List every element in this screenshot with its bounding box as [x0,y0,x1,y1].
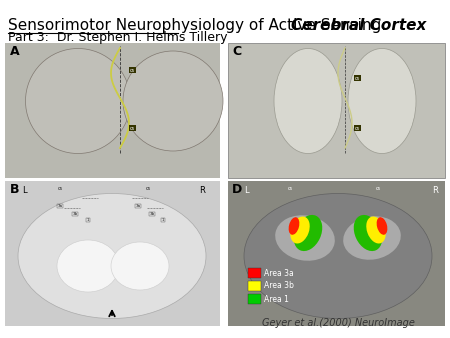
Bar [228,43,445,178]
Ellipse shape [275,215,335,261]
Text: L: L [244,186,248,195]
Ellipse shape [294,215,322,251]
Text: cs: cs [130,68,135,72]
Bar [248,281,261,291]
Ellipse shape [343,216,401,260]
Text: B: B [10,183,19,196]
Text: Area 3a: Area 3a [264,268,294,277]
Text: 3a: 3a [58,204,63,208]
Ellipse shape [274,48,342,153]
Text: Area 1: Area 1 [264,294,289,304]
Text: Area 3b: Area 3b [264,282,294,290]
Text: A: A [10,45,20,58]
Ellipse shape [244,193,432,318]
Bar [248,268,261,278]
Ellipse shape [377,217,387,235]
Text: 1: 1 [87,218,89,222]
Text: 3b: 3b [149,212,155,216]
Bar [5,43,220,178]
Text: cs: cs [375,186,381,191]
Ellipse shape [123,51,223,151]
Text: C: C [232,45,241,58]
Ellipse shape [366,216,386,243]
Text: D: D [232,183,242,196]
Text: cs: cs [355,125,360,130]
Ellipse shape [18,193,206,318]
Text: cs: cs [130,125,135,130]
Ellipse shape [290,216,310,243]
Text: L: L [22,186,27,195]
Bar [248,294,261,304]
Ellipse shape [111,242,169,290]
Text: Sensorimotor Neurophysiology of Active Sensing:: Sensorimotor Neurophysiology of Active S… [8,18,391,33]
Ellipse shape [57,240,119,292]
Text: R: R [199,186,205,195]
Text: cs: cs [288,186,292,191]
Text: Cerebral Cortex: Cerebral Cortex [291,18,427,33]
Text: cs: cs [145,186,151,191]
Text: 3a: 3a [135,204,140,208]
Text: Geyer et al.(2000) NeuroImage: Geyer et al.(2000) NeuroImage [261,318,414,328]
Text: cs: cs [58,186,63,191]
Bar [228,181,445,326]
Ellipse shape [288,217,299,235]
Ellipse shape [354,215,382,251]
Ellipse shape [26,48,130,153]
Text: R: R [432,186,438,195]
Text: 3b: 3b [72,212,77,216]
Ellipse shape [348,48,416,153]
Text: Part 3:  Dr. Stephen I. Helms Tillery: Part 3: Dr. Stephen I. Helms Tillery [8,31,228,44]
Text: 1: 1 [162,218,164,222]
Bar [5,181,220,326]
Text: cs: cs [355,75,360,80]
